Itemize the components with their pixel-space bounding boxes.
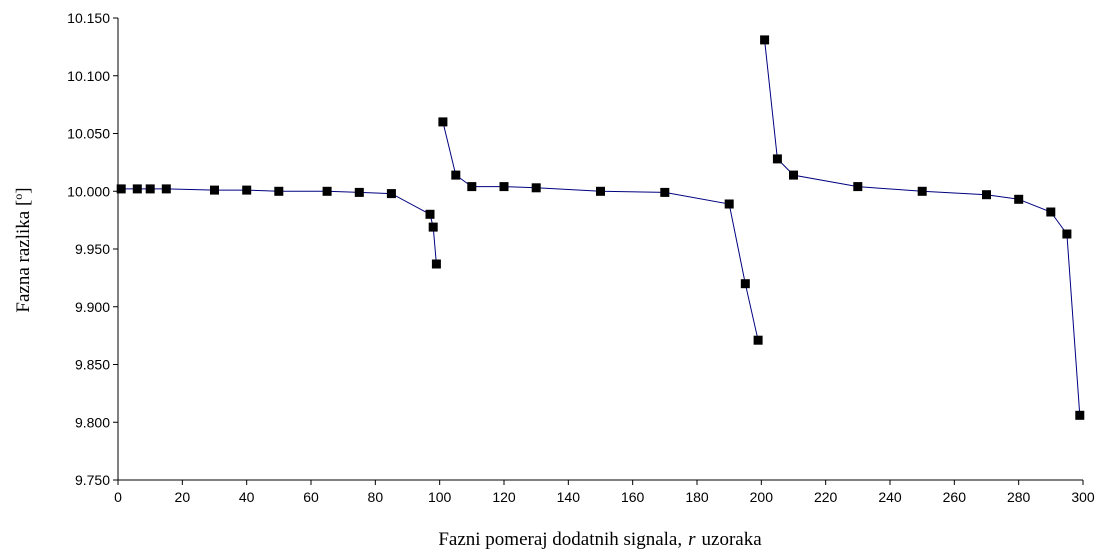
data-point	[531, 183, 541, 193]
x-tick-label: 180	[685, 489, 709, 505]
data-point	[1075, 410, 1085, 420]
data-point	[1046, 207, 1056, 217]
y-tick-label: 9.750	[75, 472, 110, 488]
data-point	[132, 184, 142, 194]
x-tick-label: 20	[175, 489, 191, 505]
data-point	[274, 186, 284, 196]
data-point	[1014, 194, 1024, 204]
data-point	[210, 185, 219, 195]
data-point	[116, 184, 126, 194]
data-point	[660, 187, 670, 197]
x-tick-label: 100	[428, 489, 452, 505]
data-point	[431, 259, 441, 269]
data-point	[145, 184, 155, 194]
y-tick-label: 9.800	[75, 414, 110, 430]
x-tick-label: 200	[750, 489, 774, 505]
x-tick-label: 220	[814, 489, 838, 505]
data-point	[596, 186, 605, 196]
x-tick-label: 160	[621, 489, 645, 505]
y-tick-label: 10.000	[67, 183, 110, 199]
tick-labels: 0 20 40 60 80 100 120 140 160 180 200 220 240 260 280 3…	[67, 10, 1095, 505]
data-point	[740, 279, 750, 289]
data-point	[772, 154, 782, 164]
axes	[117, 18, 1083, 481]
data-point	[242, 185, 252, 195]
series-line-segment-3	[764, 39, 1081, 416]
x-tick-label: 40	[239, 489, 255, 505]
x-tick-label: 120	[492, 489, 516, 505]
data-point	[753, 335, 763, 345]
y-tick-label: 10.150	[67, 10, 110, 26]
data-point	[354, 187, 364, 197]
data-point	[499, 182, 509, 192]
x-tick-label: 80	[368, 489, 384, 505]
series-group	[116, 35, 1085, 420]
y-tick-label: 10.100	[67, 68, 110, 84]
x-tick-label: 60	[303, 489, 319, 505]
y-tick-label: 9.850	[75, 357, 110, 373]
data-point	[451, 170, 461, 180]
series-line-segment-1	[121, 188, 437, 265]
x-tick-label: 300	[1071, 489, 1095, 505]
data-point	[428, 222, 438, 232]
x-axis-title: Fazni pomeraj dodatnih signala, r uzoraka	[438, 529, 762, 550]
data-point	[1062, 229, 1072, 239]
y-axis-title: Fazna razlika [o]	[11, 187, 34, 312]
x-tick-label: 140	[557, 489, 581, 505]
data-point	[789, 170, 798, 180]
data-point	[853, 182, 863, 192]
data-point	[724, 199, 734, 209]
y-tick-label: 10.050	[67, 126, 110, 142]
y-tick-label: 9.900	[75, 299, 110, 315]
data-point	[322, 186, 332, 196]
x-tick-label: 0	[114, 489, 122, 505]
data-point	[760, 35, 770, 45]
x-tick-label: 260	[943, 489, 967, 505]
data-point	[425, 209, 435, 219]
data-point	[982, 190, 991, 200]
y-tick-label: 9.950	[75, 241, 110, 257]
x-tick-label: 280	[1007, 489, 1031, 505]
data-point	[161, 184, 171, 194]
x-tick-label: 240	[878, 489, 902, 505]
data-point	[467, 182, 477, 192]
series-line-segment-2	[442, 121, 759, 341]
data-point	[386, 189, 396, 199]
data-point	[438, 117, 448, 127]
data-point	[917, 186, 927, 196]
